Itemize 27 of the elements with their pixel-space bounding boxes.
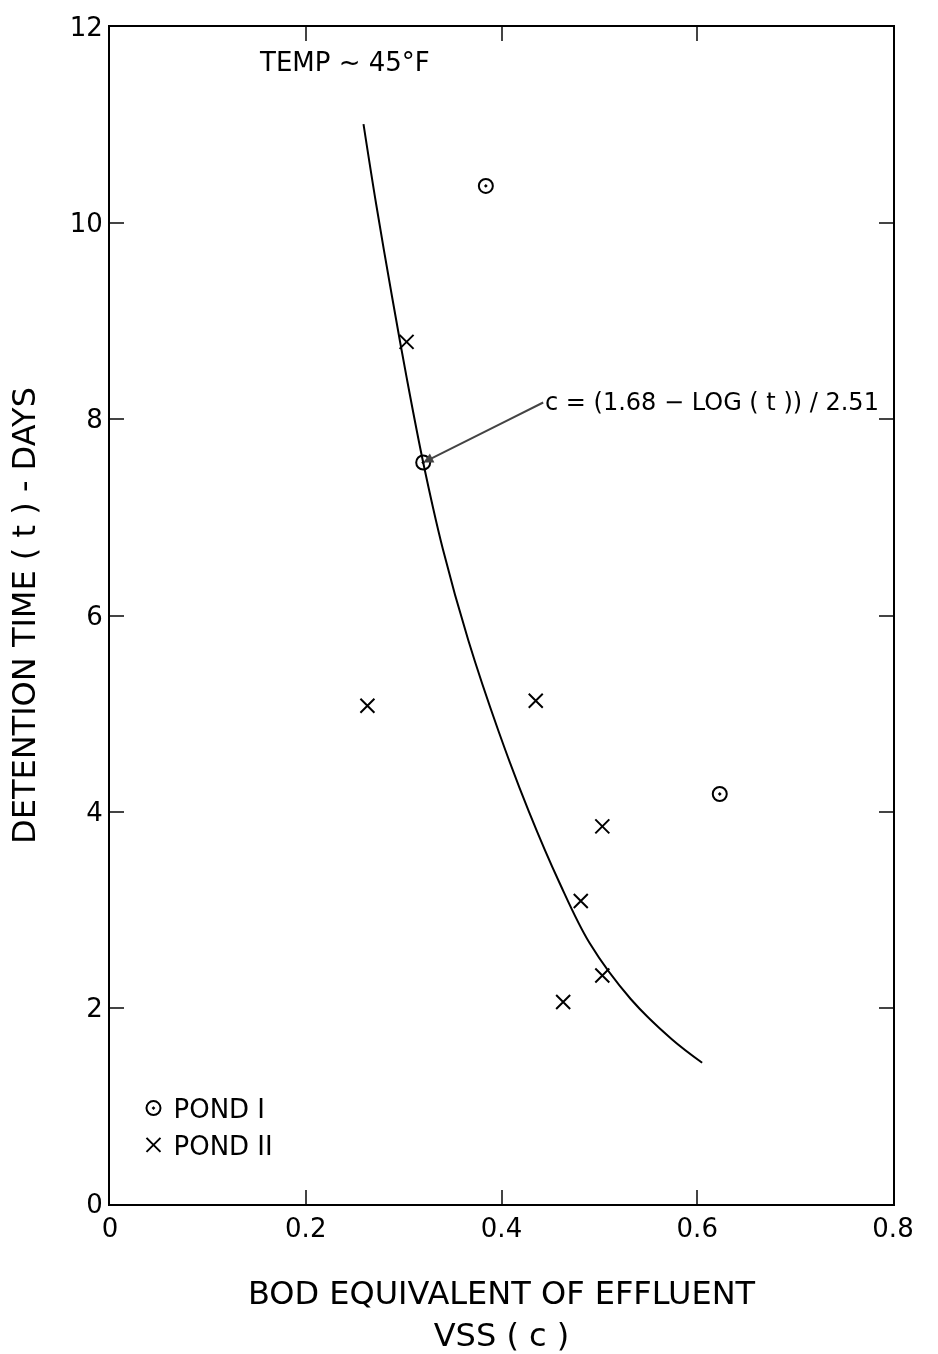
y-tick-label: 12 bbox=[69, 12, 103, 43]
point bbox=[477, 177, 494, 194]
x-tick-label: 0.2 bbox=[285, 1213, 327, 1244]
point bbox=[711, 786, 728, 802]
point bbox=[359, 697, 376, 714]
annotation: TEMP ~ 45°F bbox=[259, 47, 430, 77]
y-tick-label: 10 bbox=[69, 208, 103, 239]
x-tick-label: 0.6 bbox=[676, 1213, 718, 1244]
legend-label: POND II bbox=[173, 1131, 273, 1162]
x-axis-title: BOD EQUIVALENT OF EFFLUENT VSS ( c ) bbox=[247, 1274, 756, 1354]
y-tick-label: 8 bbox=[86, 404, 103, 435]
point bbox=[398, 333, 415, 350]
y-tick-label: 0 bbox=[86, 1189, 103, 1220]
point bbox=[527, 692, 544, 709]
y-tick-label: 2 bbox=[86, 992, 103, 1023]
point bbox=[415, 454, 432, 471]
y-tick-label: 4 bbox=[86, 796, 103, 827]
point bbox=[555, 993, 572, 1010]
point bbox=[594, 967, 611, 984]
y-tick-label: 6 bbox=[86, 600, 103, 631]
point bbox=[594, 818, 611, 835]
y-axis-title: DETENTION TIME ( t ) - DAYS bbox=[5, 387, 43, 844]
annotation: c = (1.68 − LOG ( t )) / 2.51 bbox=[545, 388, 879, 416]
legend-label: POND I bbox=[173, 1094, 266, 1125]
x-tick-label: 0.4 bbox=[480, 1213, 523, 1244]
x-tick-label: 0.8 bbox=[872, 1213, 914, 1244]
point bbox=[572, 892, 589, 909]
